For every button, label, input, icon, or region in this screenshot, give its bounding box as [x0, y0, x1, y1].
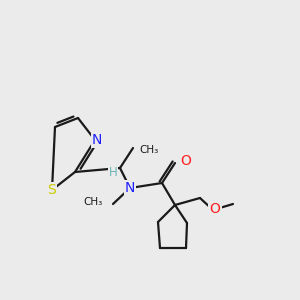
- Text: S: S: [48, 183, 56, 197]
- Text: N: N: [125, 181, 135, 195]
- Text: N: N: [92, 133, 102, 147]
- Text: CH₃: CH₃: [84, 197, 103, 207]
- Text: O: O: [180, 154, 191, 168]
- Text: CH₃: CH₃: [139, 145, 158, 155]
- Text: H: H: [109, 167, 117, 179]
- Text: O: O: [210, 202, 220, 216]
